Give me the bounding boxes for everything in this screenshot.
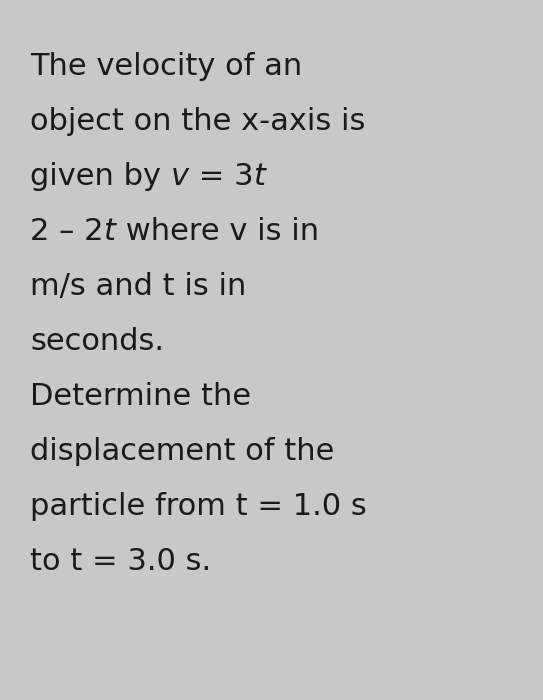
Text: t: t bbox=[104, 217, 116, 246]
Text: displacement of the: displacement of the bbox=[30, 437, 334, 466]
Text: = 3: = 3 bbox=[189, 162, 254, 191]
Text: The velocity of an: The velocity of an bbox=[30, 52, 302, 81]
Text: m/s and t is in: m/s and t is in bbox=[30, 272, 247, 301]
Text: seconds.: seconds. bbox=[30, 327, 164, 356]
Text: Determine the: Determine the bbox=[30, 382, 251, 411]
Text: v: v bbox=[171, 162, 189, 191]
Text: given by: given by bbox=[30, 162, 171, 191]
Text: particle from t = 1.0 s: particle from t = 1.0 s bbox=[30, 492, 367, 521]
Text: object on the x-axis is: object on the x-axis is bbox=[30, 107, 365, 136]
Text: 2 – 2: 2 – 2 bbox=[30, 217, 104, 246]
Text: t: t bbox=[254, 162, 266, 191]
Text: to t = 3.0 s.: to t = 3.0 s. bbox=[30, 547, 211, 576]
Text: where v is in: where v is in bbox=[116, 217, 319, 246]
